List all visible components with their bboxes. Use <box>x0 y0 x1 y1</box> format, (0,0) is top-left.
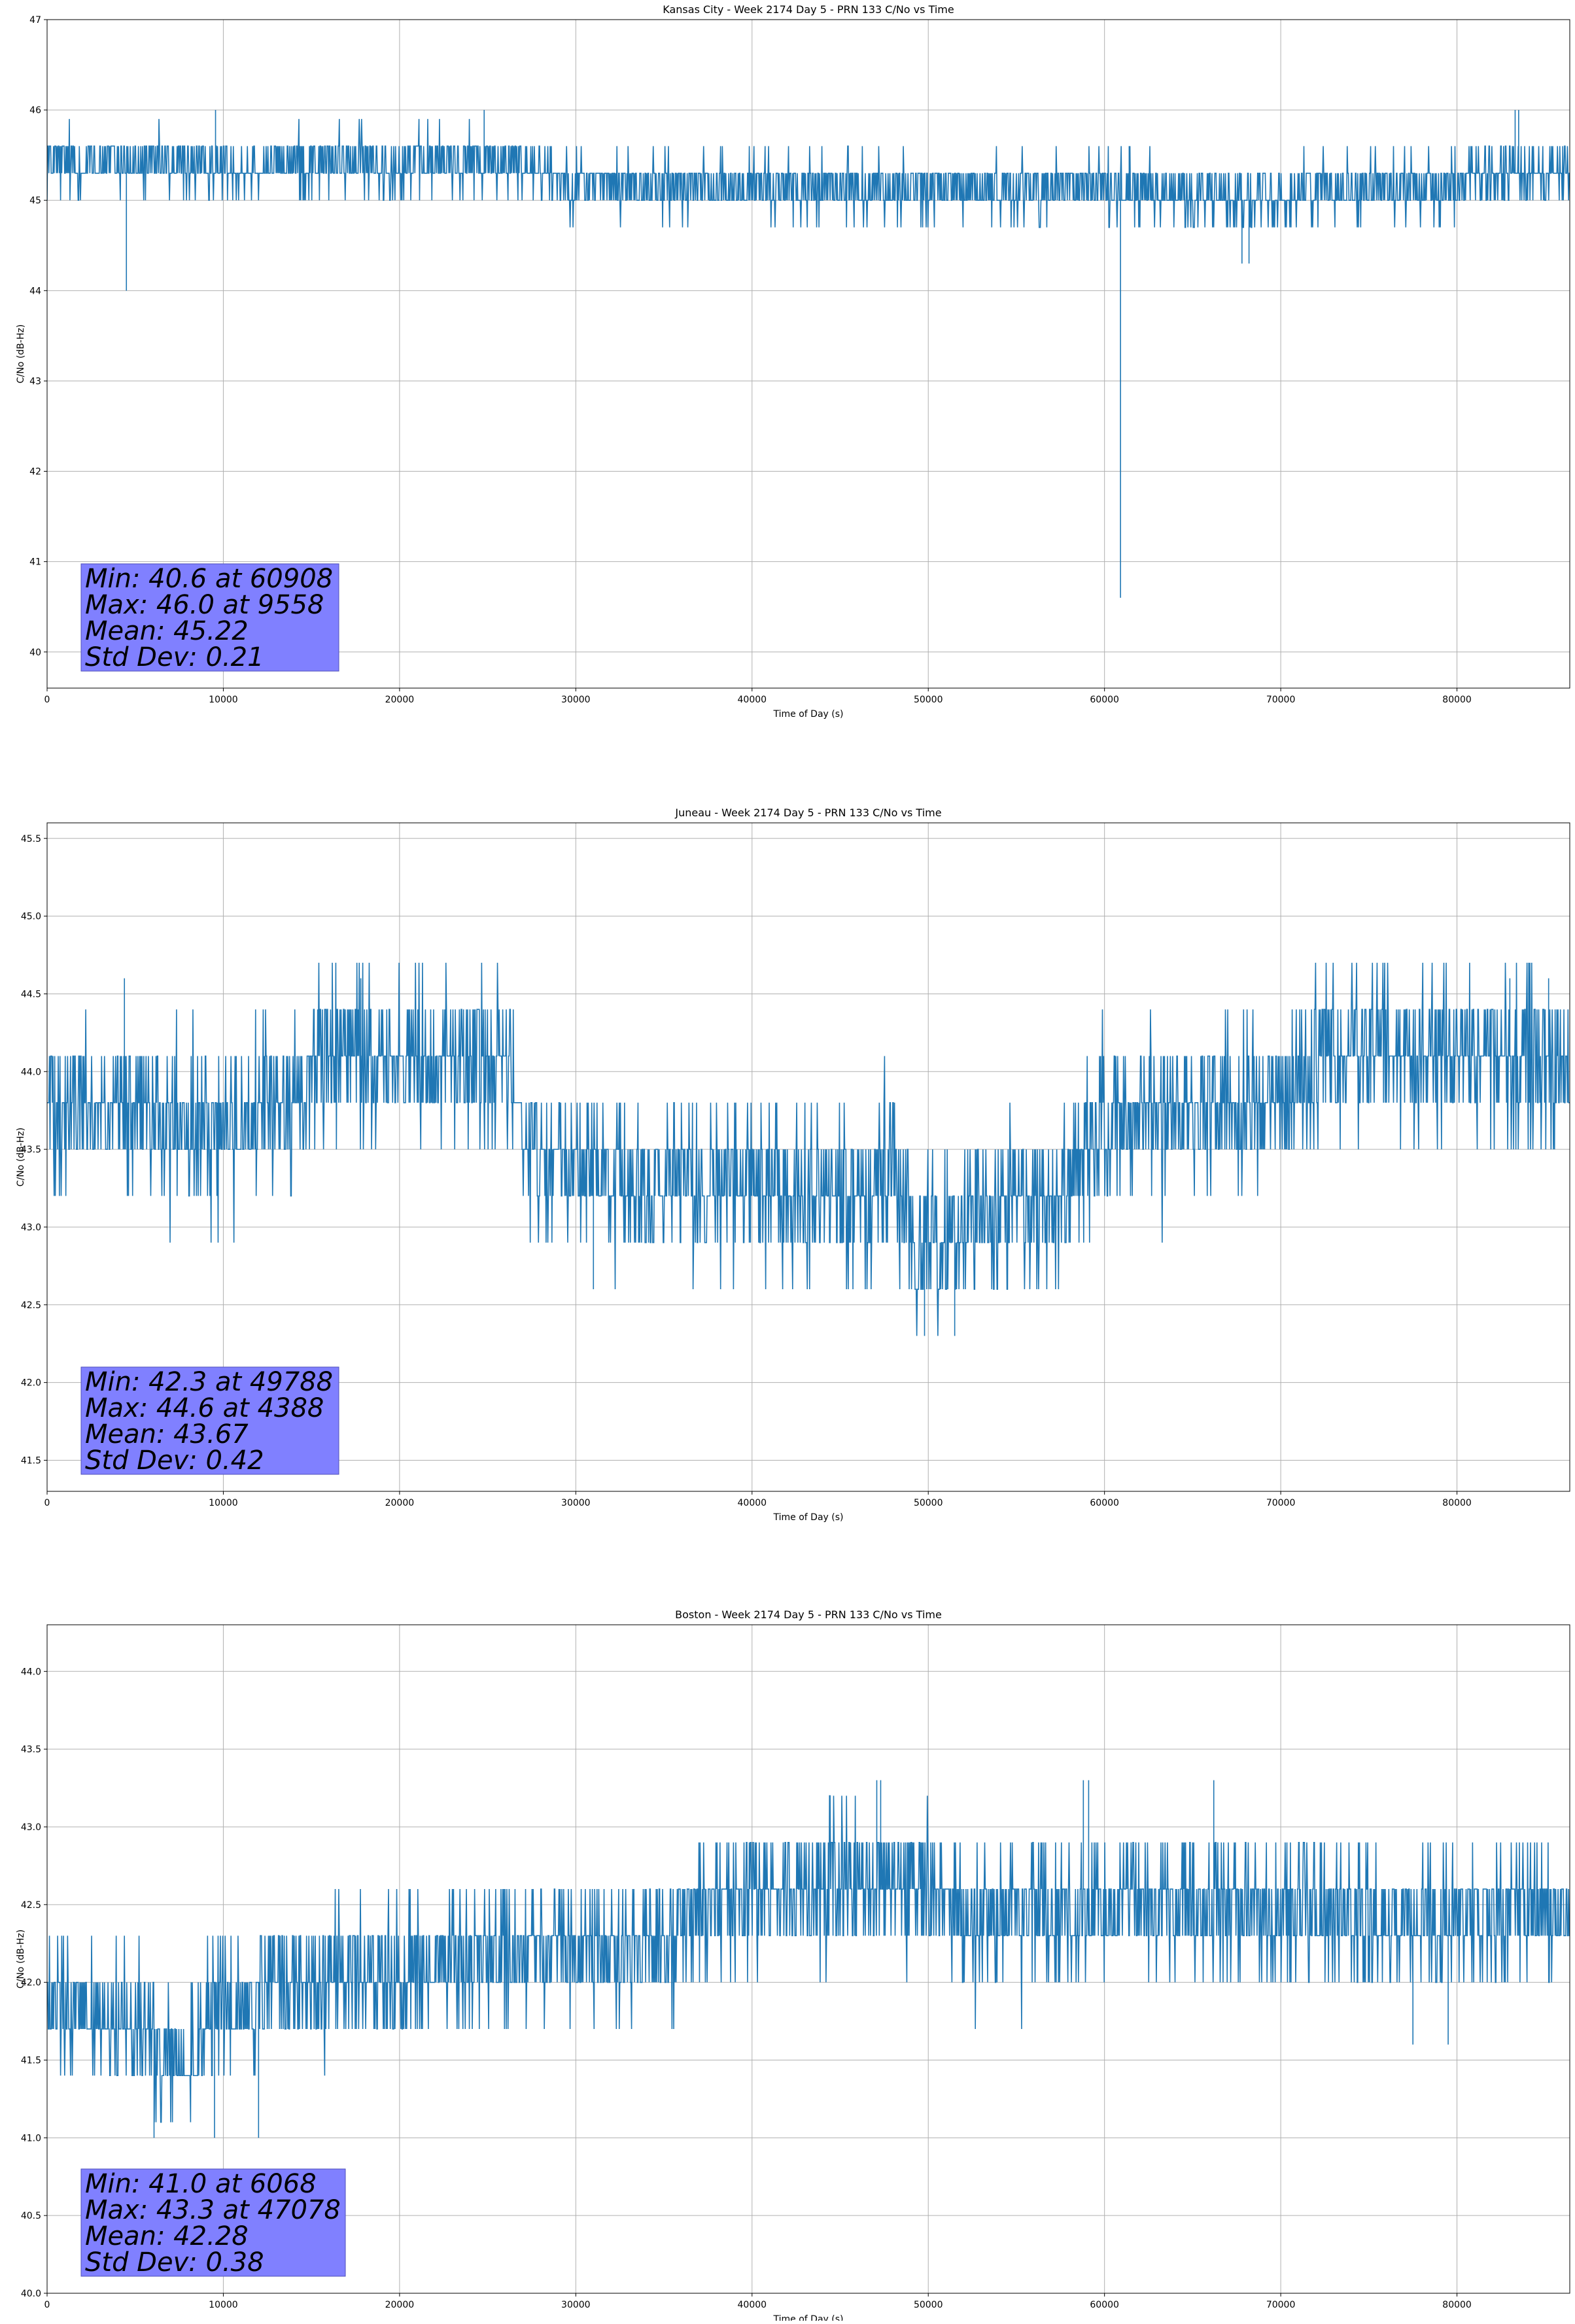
x-tick-label: 60000 <box>1090 695 1119 705</box>
y-tick-label: 44.5 <box>21 989 41 999</box>
ticks: 0 10000 20000 30000 40000 50000 60000 70000 8000… <box>21 834 1472 1508</box>
y-axis-label: C/No (dB-Hz) <box>16 324 26 383</box>
x-tick-label: 40000 <box>738 695 767 705</box>
y-tick-label: 42.0 <box>21 1978 41 1988</box>
ticks: 0 10000 20000 30000 40000 50000 60000 70000 8000… <box>21 1667 1472 2310</box>
series-line <box>47 962 1570 1336</box>
y-tick-label: 41.5 <box>21 1455 41 1466</box>
x-tick-label: 40000 <box>738 1498 767 1508</box>
x-tick-label: 0 <box>44 2300 50 2310</box>
stats-min: Min: 40.6 at 60908 <box>85 564 333 594</box>
stats-max: Max: 44.6 at 4388 <box>85 1393 324 1423</box>
x-tick-label: 10000 <box>209 2300 238 2310</box>
y-tick-label: 45.5 <box>21 834 41 844</box>
x-axis-label: Time of Day (s) <box>773 1512 844 1523</box>
y-tick-label: 47 <box>29 15 41 26</box>
x-tick-label: 30000 <box>561 695 591 705</box>
stats-box: Min: 41.0 at 6068 Max: 43.3 at 47078 Mea… <box>80 2168 346 2278</box>
x-axis-label: Time of Day (s) <box>773 2314 844 2321</box>
y-tick-label: 40.0 <box>21 2289 41 2299</box>
boston-chart: Boston - Week 2174 Day 5 - PRN 133 C/No … <box>16 1608 1570 2324</box>
stats-box-background <box>80 563 339 672</box>
y-tick-label: 40.5 <box>21 2211 41 2221</box>
stats-max: Max: 46.0 at 9558 <box>85 590 324 620</box>
x-tick-label: 80000 <box>1442 1498 1472 1508</box>
series-line <box>47 1780 1570 2138</box>
y-axis-label: C/No (dB-Hz) <box>16 1128 26 1187</box>
y-tick-label: 40 <box>29 648 41 658</box>
y-tick-label: 41.0 <box>21 2133 41 2143</box>
y-tick-label: 42.5 <box>21 1900 41 1911</box>
chart-title: Kansas City - Week 2174 Day 5 - PRN 133 … <box>663 3 954 16</box>
plot-frame <box>46 19 1570 689</box>
y-tick-label: 44.0 <box>21 1067 41 1077</box>
plot-frame <box>46 1624 1570 2294</box>
stats-min: Min: 41.0 at 6068 <box>85 2169 317 2199</box>
x-tick-label: 10000 <box>209 1498 238 1508</box>
y-tick-label: 44 <box>29 286 41 296</box>
stats-mean: Mean: 42.28 <box>85 2221 249 2251</box>
x-tick-label: 50000 <box>914 1498 943 1508</box>
y-tick-label: 42.5 <box>21 1300 41 1311</box>
stats-max: Max: 43.3 at 47078 <box>85 2195 341 2225</box>
y-tick-label: 43.5 <box>21 1145 41 1155</box>
x-tick-label: 30000 <box>561 1498 591 1508</box>
x-tick-label: 0 <box>44 695 50 705</box>
series-line <box>47 110 1570 598</box>
chart-title: Boston - Week 2174 Day 5 - PRN 133 C/No … <box>675 1608 942 1621</box>
y-tick-label: 43.0 <box>21 1223 41 1233</box>
chart-title: Juneau - Week 2174 Day 5 - PRN 133 C/No … <box>674 806 941 819</box>
grid <box>46 19 1570 688</box>
x-tick-label: 50000 <box>914 2300 943 2310</box>
x-tick-label: 20000 <box>385 1498 415 1508</box>
juneau-chart: Juneau - Week 2174 Day 5 - PRN 133 C/No … <box>16 806 1570 1523</box>
y-tick-label: 42 <box>29 467 41 477</box>
stats-box-background <box>80 2168 346 2277</box>
stats-min: Min: 42.3 at 49788 <box>85 1367 333 1397</box>
x-tick-label: 40000 <box>738 2300 767 2310</box>
y-tick-label: 41.5 <box>21 2055 41 2066</box>
y-tick-label: 42.0 <box>21 1378 41 1389</box>
x-tick-label: 10000 <box>209 695 238 705</box>
stats-box: Min: 40.6 at 60908 Max: 46.0 at 9558 Mea… <box>80 563 339 672</box>
x-tick-label: 30000 <box>561 2300 591 2310</box>
x-tick-label: 70000 <box>1266 1498 1296 1508</box>
x-tick-label: 20000 <box>385 695 415 705</box>
stats-mean: Mean: 43.67 <box>85 1419 249 1449</box>
x-tick-label: 70000 <box>1266 695 1296 705</box>
stats-std-dev: Std Dev: 0.38 <box>85 2247 264 2278</box>
y-tick-label: 45.0 <box>21 912 41 922</box>
x-tick-label: 50000 <box>914 695 943 705</box>
ticks: 0 10000 20000 30000 40000 50000 60000 70000 8000… <box>29 15 1472 705</box>
y-axis-label: C/No (dB-Hz) <box>16 1930 26 1988</box>
stats-box: Min: 42.3 at 49788 Max: 44.6 at 4388 Mea… <box>80 1366 339 1476</box>
stats-box-background <box>80 1366 339 1475</box>
stats-std-dev: Std Dev: 0.42 <box>85 1446 264 1476</box>
stats-std-dev: Std Dev: 0.21 <box>85 642 264 672</box>
kansas-city-chart: Kansas City - Week 2174 Day 5 - PRN 133 … <box>16 3 1570 720</box>
y-tick-label: 43.0 <box>21 1822 41 1833</box>
x-tick-label: 0 <box>44 1498 50 1508</box>
x-tick-label: 80000 <box>1442 695 1472 705</box>
y-tick-label: 46 <box>29 105 41 116</box>
y-tick-label: 43.5 <box>21 1744 41 1755</box>
x-tick-label: 20000 <box>385 2300 415 2310</box>
y-tick-label: 43 <box>29 376 41 387</box>
y-tick-label: 44.0 <box>21 1667 41 1677</box>
y-tick-label: 45 <box>29 196 41 206</box>
x-tick-label: 60000 <box>1090 1498 1119 1508</box>
x-tick-label: 80000 <box>1442 2300 1472 2310</box>
x-tick-label: 60000 <box>1090 2300 1119 2310</box>
x-axis-label: Time of Day (s) <box>773 709 844 720</box>
y-tick-label: 41 <box>29 557 41 568</box>
stats-mean: Mean: 45.22 <box>85 616 249 646</box>
plot-frame <box>46 822 1570 1492</box>
x-tick-label: 70000 <box>1266 2300 1296 2310</box>
